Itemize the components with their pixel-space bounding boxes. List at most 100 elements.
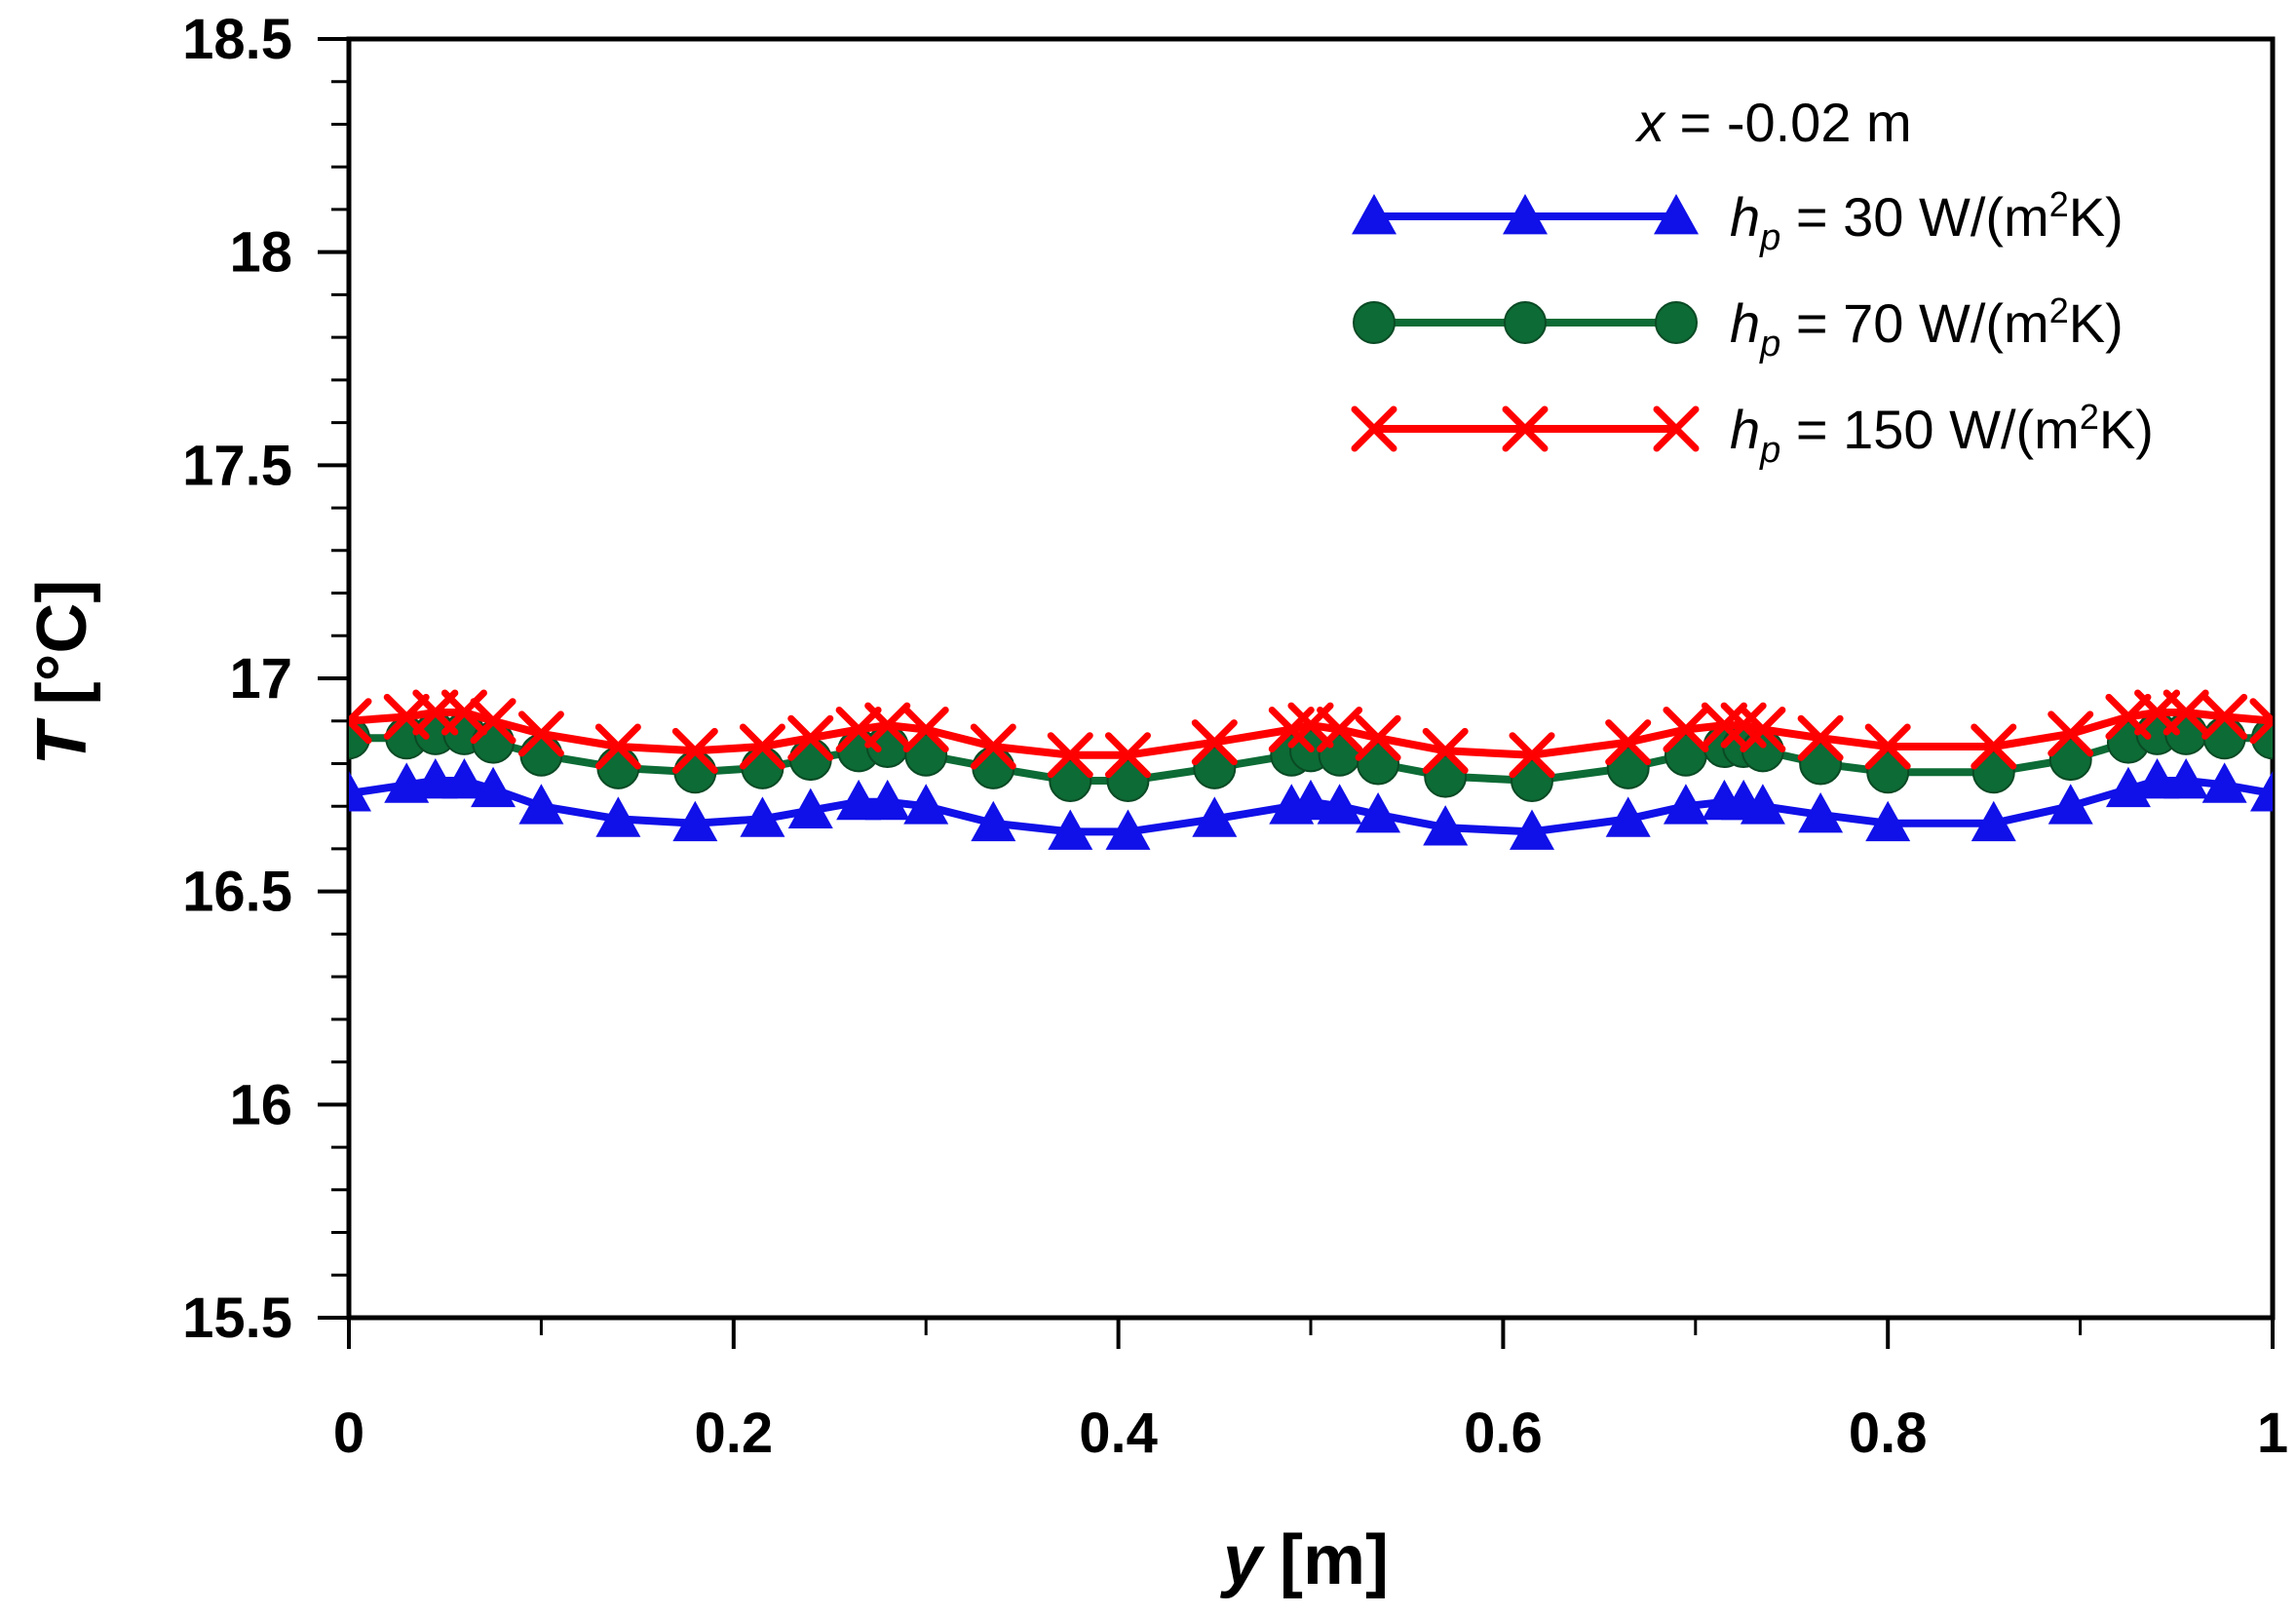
legend: x = -0.02 m hp = 30 W/(m2K)hp = 70 W/(m2… — [1351, 92, 2154, 471]
data-point-x — [470, 698, 517, 745]
data-point-x — [2201, 693, 2248, 740]
annotation-var: x — [1634, 92, 1666, 153]
data-point-circle — [741, 746, 784, 789]
data-point-x-stroke — [1355, 714, 1401, 761]
y-tick-label: 17.5 — [182, 434, 292, 497]
data-point-circle — [2164, 711, 2208, 755]
data-point-triangle — [836, 779, 882, 821]
data-point-triangle — [1048, 809, 1093, 850]
data-point-x — [1797, 714, 1844, 761]
data-point-circle — [1424, 754, 1468, 798]
data-point-circle — [1866, 750, 1910, 794]
x-axis-unit: [m] — [1280, 1521, 1389, 1599]
legend-marker-triangle — [1352, 194, 1397, 235]
legend-annotation: x = -0.02 m — [1634, 92, 1912, 153]
x-tick-label: 0 — [333, 1402, 364, 1465]
data-point-triangle — [1356, 791, 1401, 833]
data-point-triangle — [1288, 779, 1333, 821]
axis-ticks: 0 0.2 0.4 0.6 0.8 1 15.5 16 16.5 17 17.5 18 18.5 — [182, 8, 2288, 1465]
data-point-x — [517, 711, 564, 757]
data-point-circle — [596, 746, 640, 789]
data-point-x — [1701, 702, 1747, 749]
data-point-x-stroke — [1701, 702, 1747, 749]
data-point-x — [970, 723, 1016, 770]
data-point-circle — [1799, 742, 1843, 786]
series-layer — [349, 689, 2273, 850]
x-tick-label: 0.6 — [1464, 1402, 1543, 1465]
data-point-x-stroke — [2249, 698, 2273, 726]
y-tick-label: 16.5 — [182, 861, 292, 924]
data-point-x — [739, 723, 785, 770]
data-point-circle — [1193, 746, 1237, 789]
data-point-circle — [1971, 750, 2015, 794]
data-point-x — [1191, 719, 1238, 766]
data-point-triangle — [2047, 784, 2093, 825]
data-point-triangle — [441, 757, 487, 799]
legend-label: hp = 70 W/(m2K) — [1730, 290, 2124, 365]
x-tick-label: 0.8 — [1849, 1402, 1928, 1465]
y-tick-label: 15.5 — [182, 1287, 292, 1350]
data-point-x-stroke — [383, 693, 430, 740]
legend-end: K) — [2069, 292, 2124, 354]
data-point-triangle — [1317, 784, 1362, 825]
data-point-circle — [788, 738, 832, 782]
data-point-triangle — [1105, 809, 1151, 850]
legend-label: hp = 150 W/(m2K) — [1730, 397, 2154, 471]
data-point-triangle — [672, 800, 718, 842]
data-point-circle — [2048, 738, 2092, 782]
legend-superscript: 2 — [2049, 290, 2069, 330]
data-point-triangle — [518, 784, 564, 825]
data-point-triangle — [903, 784, 949, 825]
data-point-circle — [2202, 716, 2246, 760]
legend-main: = 30 W/(m — [1780, 186, 2048, 248]
legend-superscript: 2 — [2080, 397, 2099, 437]
data-point-x-stroke — [349, 698, 372, 726]
data-point-x — [349, 698, 372, 745]
data-point-triangle — [1798, 791, 1844, 833]
data-point-triangle — [2163, 757, 2209, 799]
y-tick-label: 18.5 — [182, 8, 292, 71]
legend-superscript: 2 — [2049, 184, 2069, 224]
data-point-x-stroke — [517, 711, 564, 757]
data-point-x-stroke — [1971, 723, 2017, 770]
legend-marker-x — [1653, 405, 1700, 452]
legend-marker-x-stroke — [1653, 405, 1700, 452]
legend-subscript: p — [1759, 324, 1780, 365]
data-point-x-stroke — [970, 723, 1016, 770]
series-triangle — [349, 757, 2273, 850]
legend-marker-x-stroke — [1351, 405, 1397, 452]
data-point-circle — [1741, 729, 1784, 773]
data-point-circle — [972, 746, 1015, 789]
legend-entry: hp = 70 W/(m2K) — [1353, 290, 2124, 365]
data-point-x-stroke — [1047, 732, 1093, 779]
data-point-x-stroke — [1720, 702, 1767, 749]
data-point-x-stroke — [1104, 732, 1151, 779]
data-point-x-stroke — [1864, 723, 1911, 770]
legend-subscript: p — [1759, 430, 1780, 471]
data-point-x-stroke — [1422, 727, 1469, 774]
data-point-circle — [519, 733, 563, 777]
legend-main: = 150 W/(m — [1780, 399, 2080, 460]
data-point-x-stroke — [1740, 706, 1786, 752]
data-point-x — [787, 714, 834, 761]
x-tick-label: 1 — [2257, 1402, 2288, 1465]
x-tick-label: 0.4 — [1079, 1402, 1158, 1465]
data-point-x — [1047, 732, 1093, 779]
data-point-x — [2249, 698, 2273, 745]
data-point-x-stroke — [864, 702, 911, 749]
x-axis-title: y [m] — [1220, 1521, 1389, 1599]
y-tick-label: 16 — [229, 1073, 292, 1136]
y-axis-var: T — [23, 716, 101, 765]
data-point-x — [1355, 714, 1401, 761]
data-point-x — [1740, 706, 1786, 752]
data-point-x-stroke — [1509, 732, 1555, 779]
legend-entry: hp = 150 W/(m2K) — [1351, 397, 2154, 471]
data-point-x — [1971, 723, 2017, 770]
data-point-x — [902, 706, 949, 752]
data-point-x — [671, 727, 718, 774]
y-tick-label: 18 — [229, 221, 292, 285]
data-point-x — [1663, 706, 1709, 752]
legend-marker-x — [1502, 405, 1549, 452]
data-point-x-stroke — [440, 689, 487, 736]
